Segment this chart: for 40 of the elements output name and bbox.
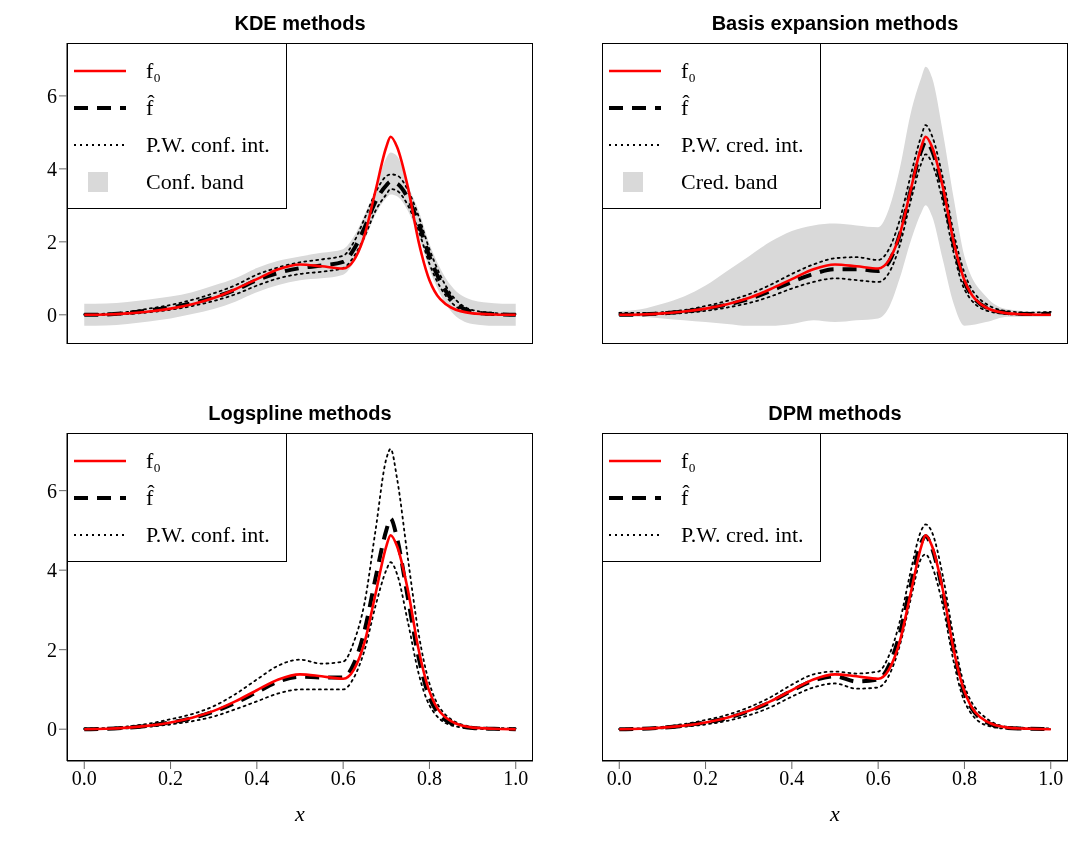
legend-label: P.W. cred. int. — [681, 521, 804, 548]
x-tick-label: 1.0 — [503, 767, 529, 790]
y-tick-label: 2 — [47, 638, 57, 661]
y-tick-label: 2 — [47, 230, 57, 253]
y-tick-label: 6 — [47, 85, 57, 107]
x-tick-label: 0.8 — [416, 767, 442, 790]
legend-label: f₀ — [681, 447, 696, 474]
legend-label: f₀ — [146, 447, 161, 474]
x-axis-title: x — [829, 801, 841, 826]
x-tick-label: 1.0 — [1038, 767, 1064, 790]
legend-label: P.W. cred. int. — [681, 131, 804, 158]
chart-title: DPM methods — [767, 402, 903, 425]
chart-title: Logspline methods — [207, 402, 393, 425]
legend-label: f̂ — [146, 484, 154, 511]
legend-label: f̂ — [681, 94, 689, 121]
x-tick-label: 0.0 — [71, 767, 97, 790]
x-tick-label: 0.4 — [244, 767, 270, 790]
annotation: Cred. band — [681, 168, 778, 195]
y-tick-label: 4 — [47, 157, 57, 180]
x-tick-label: 0.4 — [779, 767, 805, 790]
legend-label: f̂ — [681, 484, 689, 511]
legend-label: P.W. conf. int. — [146, 131, 270, 158]
y-tick-label: 4 — [47, 559, 57, 582]
x-tick-label: 0.6 — [330, 767, 356, 790]
x-tick-label: 0.2 — [158, 767, 184, 790]
x-tick-label: 0.8 — [951, 767, 977, 790]
legend-label: f₀ — [681, 57, 696, 84]
legend-label: P.W. conf. int. — [146, 521, 270, 548]
y-tick-label: 0 — [47, 303, 57, 326]
x-tick-label: 0.2 — [693, 767, 719, 790]
chart-title: Basis expansion methods — [710, 12, 960, 35]
y-tick-label: 0 — [47, 718, 57, 741]
annotation: Conf. band — [146, 168, 244, 195]
legend-label: f̂ — [146, 94, 154, 121]
legend-label: f₀ — [146, 57, 161, 84]
chart-title: KDE methods — [233, 12, 367, 35]
x-axis-title: x — [294, 801, 306, 826]
x-tick-label: 0.6 — [865, 767, 891, 790]
y-tick-label: 6 — [47, 479, 57, 502]
x-tick-label: 0.0 — [606, 767, 632, 790]
